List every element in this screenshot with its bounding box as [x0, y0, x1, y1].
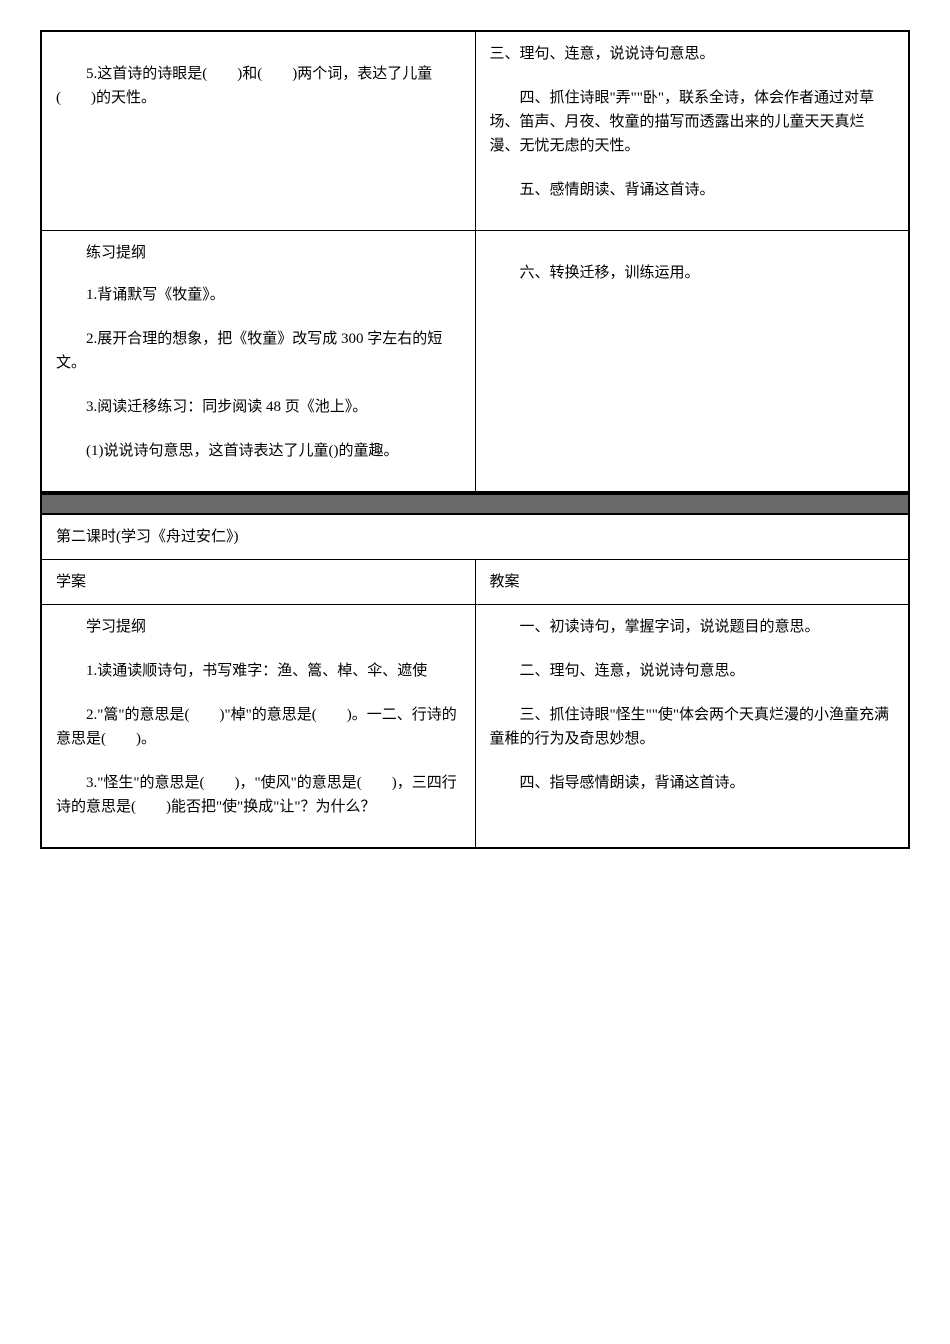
table1-row2-left: 练习提纲 1.背诵默写《牧童》。 2.展开合理的想象，把《牧童》改写成 300 … [41, 231, 475, 493]
t2-l-p2: 1.读通读顺诗句，书写难字：渔、篙、棹、伞、遮使 [56, 659, 461, 683]
table1-row1-left: 5.这首诗的诗眼是( )和( )两个词，表达了儿童( )的天性。 [41, 31, 475, 231]
t2-l-p1: 学习提纲 [56, 615, 461, 639]
t1-r-p1: 三、理句、连意，说说诗句意思。 [490, 42, 895, 66]
table2-row3-right: 一、初读诗句，掌握字词，说说题目的意思。 二、理句、连意，说说诗句意思。 三、抓… [475, 605, 909, 849]
t1-r-p2: 四、抓住诗眼"弄""卧"，联系全诗，体会作者通过对草场、笛声、月夜、牧童的描写而… [490, 86, 895, 158]
table1-row2-right: 六、转换迁移，训练运用。 [475, 231, 909, 493]
t1-r-p4: 六、转换迁移，训练运用。 [490, 261, 895, 285]
t2-l-p4: 3."怪生"的意思是( )，"使风"的意思是( )，三四行诗的意思是( )能否把… [56, 771, 461, 819]
table-separator [40, 493, 910, 513]
t1-r-p3: 五、感情朗读、背诵这首诗。 [490, 178, 895, 202]
t1-l-p1: 5.这首诗的诗眼是( )和( )两个词，表达了儿童( )的天性。 [56, 62, 461, 110]
table2-row3-left: 学习提纲 1.读通读顺诗句，书写难字：渔、篙、棹、伞、遮使 2."篙"的意思是(… [41, 605, 475, 849]
table1-row1-right: 三、理句、连意，说说诗句意思。 四、抓住诗眼"弄""卧"，联系全诗，体会作者通过… [475, 31, 909, 231]
t1-l-p4: 2.展开合理的想象，把《牧童》改写成 300 字左右的短文。 [56, 327, 461, 375]
t2-r-p3: 三、抓住诗眼"怪生""使"体会两个天真烂漫的小渔童充满童稚的行为及奇思妙想。 [490, 703, 895, 751]
table2-header: 第二课时(学习《舟过安仁》) [41, 514, 909, 560]
t1-l-p6: (1)说说诗句意思，这首诗表达了儿童()的童趣。 [56, 439, 461, 463]
table-one: 5.这首诗的诗眼是( )和( )两个词，表达了儿童( )的天性。 三、理句、连意… [40, 30, 910, 493]
table2-row2-left: 学案 [41, 560, 475, 605]
t2-r-p2: 二、理句、连意，说说诗句意思。 [490, 659, 895, 683]
t1-l-p2: 练习提纲 [56, 241, 461, 265]
t2-r-p4: 四、指导感情朗读，背诵这首诗。 [490, 771, 895, 795]
t1-l-p3: 1.背诵默写《牧童》。 [56, 283, 461, 307]
t1-l-p5: 3.阅读迁移练习：同步阅读 48 页《池上》。 [56, 395, 461, 419]
t2-l-p3: 2."篙"的意思是( )"棹"的意思是( )。一二、行诗的意思是( )。 [56, 703, 461, 751]
table2-row2-right: 教案 [475, 560, 909, 605]
table-two: 第二课时(学习《舟过安仁》) 学案 教案 学习提纲 1.读通读顺诗句，书写难字：… [40, 513, 910, 849]
t2-r-p1: 一、初读诗句，掌握字词，说说题目的意思。 [490, 615, 895, 639]
